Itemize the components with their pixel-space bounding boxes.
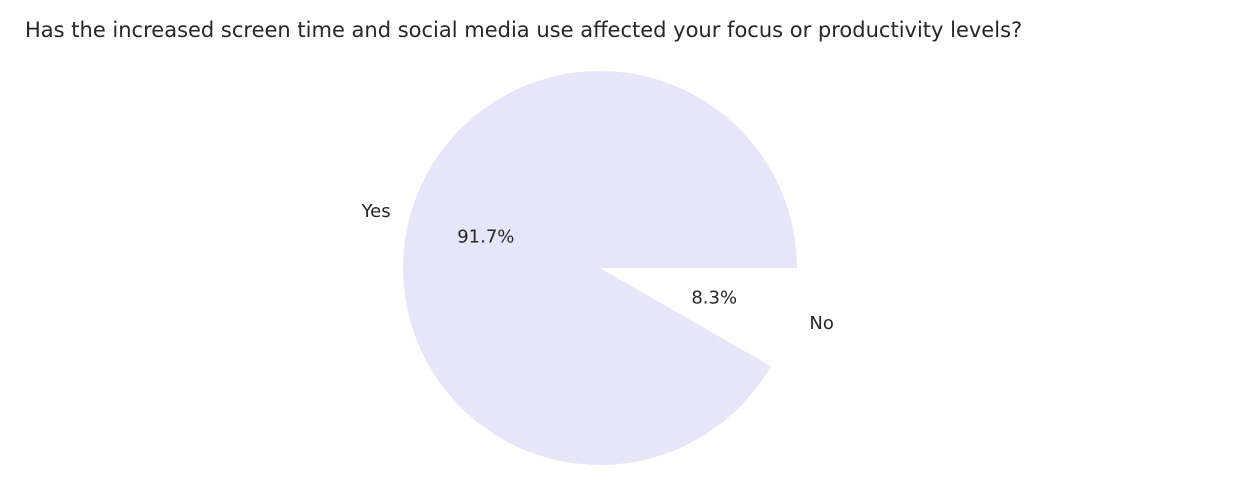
pie-slice-yes xyxy=(403,70,797,465)
pie-labels: Yes 91.7% No 8.3% xyxy=(361,201,834,334)
pie-slice-no xyxy=(600,268,797,367)
slice-label-yes: Yes xyxy=(361,201,391,222)
slice-label-no: No xyxy=(809,313,833,334)
slice-percent-no: 8.3% xyxy=(691,287,737,308)
pie-slices xyxy=(403,70,797,465)
slice-percent-yes: 91.7% xyxy=(457,227,514,248)
chart-title: Has the increased screen time and social… xyxy=(25,18,1022,42)
